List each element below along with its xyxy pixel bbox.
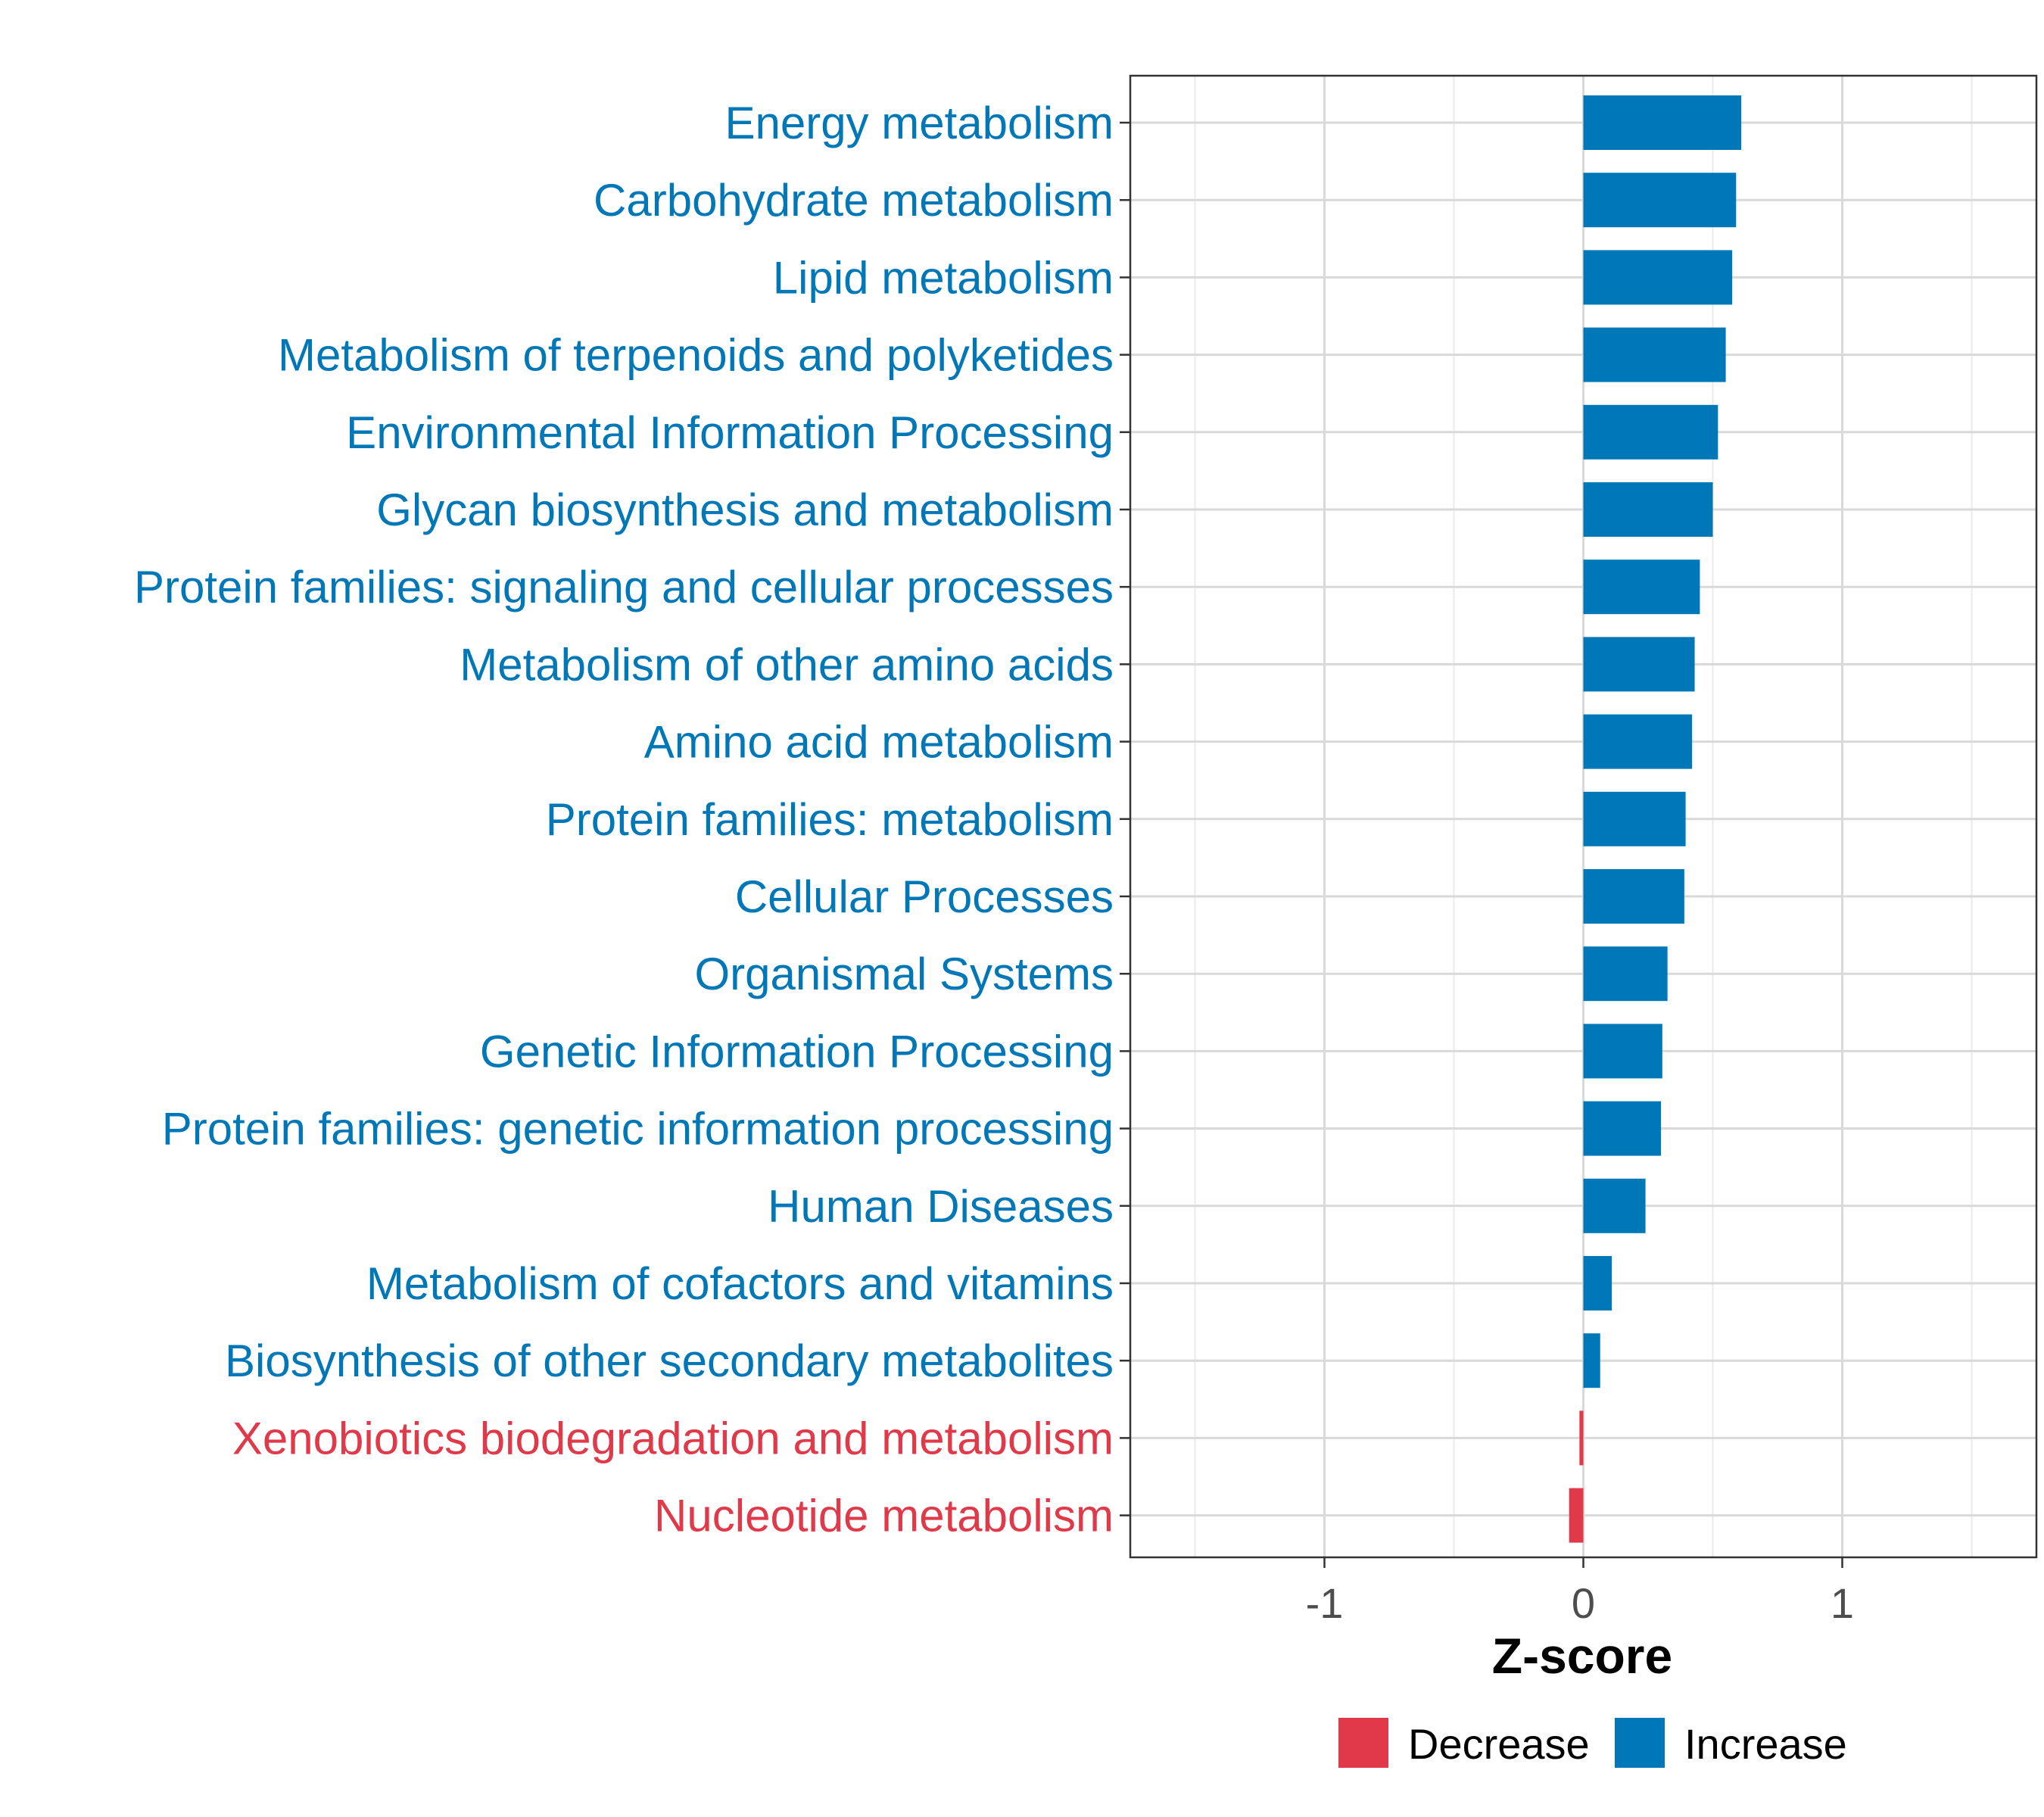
category-label: Metabolism of terpenoids and polyketides <box>278 330 1114 381</box>
category-label: Protein families: genetic information pr… <box>162 1104 1114 1155</box>
category-label: Human Diseases <box>768 1181 1114 1232</box>
legend-swatch-increase <box>1615 1718 1665 1768</box>
bar <box>1583 327 1726 382</box>
bar <box>1583 173 1737 228</box>
bar <box>1583 95 1742 150</box>
category-label: Energy metabolism <box>724 98 1114 148</box>
category-label: Metabolism of cofactors and vitamins <box>366 1258 1114 1309</box>
x-tick-label: 0 <box>1572 1579 1595 1627</box>
legend-label-decrease: Decrease <box>1408 1720 1590 1768</box>
category-label: Carbohydrate metabolism <box>594 175 1114 226</box>
bar <box>1583 482 1713 537</box>
category-label: Amino acid metabolism <box>644 717 1114 768</box>
bar <box>1583 637 1695 692</box>
bar <box>1583 1101 1662 1156</box>
y-axis-category-labels: Energy metabolism Carbohydrate metabolism… <box>134 98 1114 1541</box>
bar <box>1583 1333 1600 1388</box>
legend-swatch-decrease <box>1338 1718 1388 1768</box>
bar <box>1583 1024 1662 1079</box>
x-tick-label: -1 <box>1306 1579 1344 1627</box>
category-label: Lipid metabolism <box>773 252 1114 303</box>
x-axis-ticks: -1 0 1 <box>1306 1557 1854 1627</box>
bar <box>1583 250 1733 305</box>
category-label: Metabolism of other amino acids <box>460 639 1114 690</box>
bar <box>1583 1256 1612 1311</box>
bars <box>1569 95 1742 1543</box>
category-label: Nucleotide metabolism <box>654 1491 1114 1541</box>
bar <box>1583 714 1693 769</box>
category-label: Genetic Information Processing <box>480 1026 1114 1077</box>
category-label: Xenobiotics biodegradation and metabolis… <box>232 1413 1114 1463</box>
bar <box>1583 404 1718 460</box>
category-label: Biosynthesis of other secondary metaboli… <box>225 1335 1114 1386</box>
bar <box>1583 559 1700 615</box>
category-label: Protein families: signaling and cellular… <box>134 562 1114 612</box>
category-label: Environmental Information Processing <box>346 407 1114 458</box>
bar <box>1583 791 1686 846</box>
legend-label-increase: Increase <box>1684 1720 1847 1768</box>
x-axis-title: Z-score <box>1492 1628 1672 1684</box>
category-label: Cellular Processes <box>735 871 1114 922</box>
bar <box>1583 869 1684 924</box>
category-label: Glycan biosynthesis and metabolism <box>376 485 1114 535</box>
category-label: Organismal Systems <box>695 949 1114 999</box>
legend: Decrease Increase <box>1338 1718 1847 1768</box>
y-axis-ticks <box>1120 121 1130 1516</box>
bar <box>1583 1178 1646 1233</box>
bar <box>1569 1488 1584 1543</box>
bar <box>1579 1410 1584 1466</box>
x-tick-label: 1 <box>1831 1579 1854 1627</box>
category-label: Protein families: metabolism <box>546 794 1114 845</box>
bar <box>1583 946 1668 1002</box>
